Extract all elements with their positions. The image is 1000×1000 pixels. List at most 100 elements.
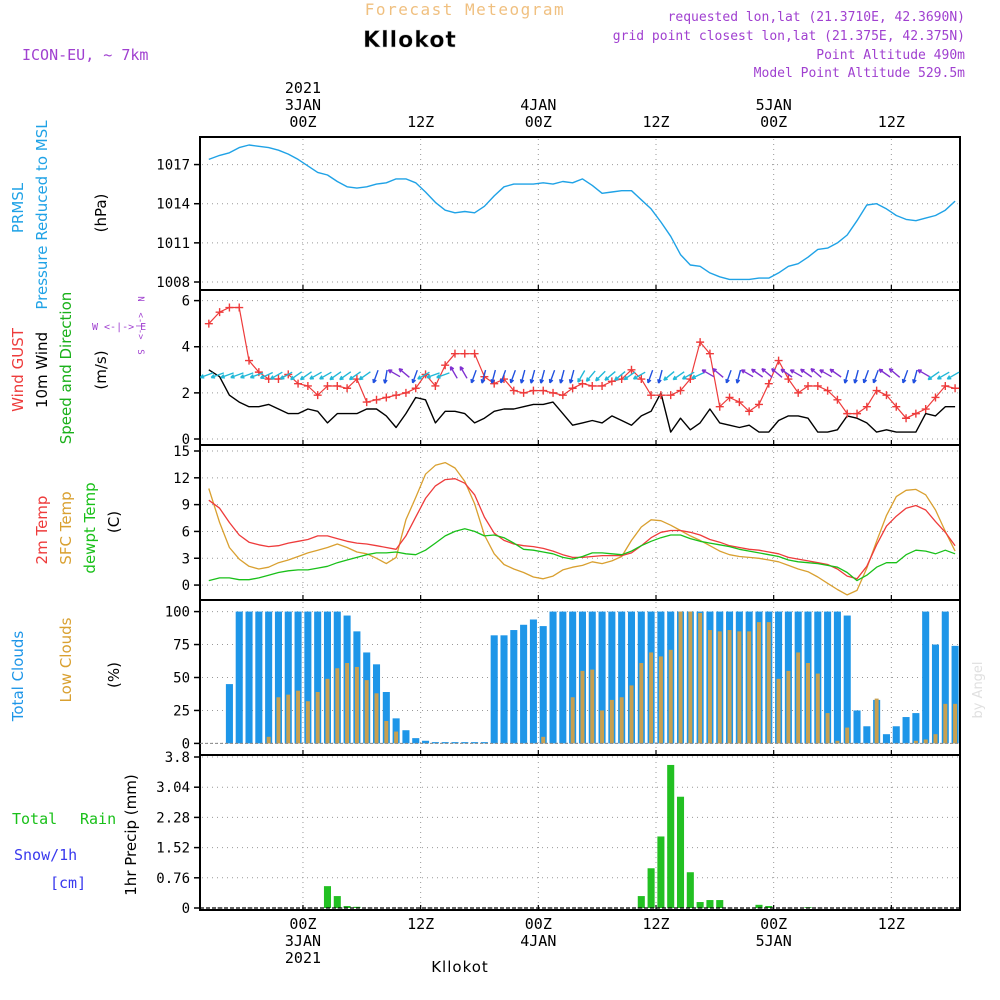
low-cloud-bar <box>345 663 350 744</box>
gust-marker <box>745 407 754 416</box>
gust-marker <box>303 381 312 390</box>
low-cloud-bar <box>541 736 546 744</box>
wind-direction-arrow <box>299 371 312 381</box>
low-cloud-bar <box>296 690 301 744</box>
total-cloud-bar <box>382 692 390 744</box>
gust-marker <box>921 405 930 414</box>
total-cloud-bar <box>451 742 459 744</box>
gust-marker <box>892 402 901 411</box>
gust-marker <box>382 393 391 402</box>
ytick-label: 1008 <box>156 275 190 291</box>
rain-bar <box>323 886 332 908</box>
top-time-label: 12Z <box>407 113 434 131</box>
total-cloud-bar <box>892 726 900 744</box>
wind-direction-arrow <box>595 370 606 382</box>
gridlines <box>202 139 958 909</box>
wind10m-label: 10m Wind <box>33 332 51 408</box>
gust-marker <box>519 388 528 397</box>
prmsl-label: PRMSL <box>9 182 27 233</box>
wind-direction-arrow <box>329 371 342 381</box>
wind-direction-arrow <box>735 369 742 384</box>
wind-direction-arrow <box>740 369 754 378</box>
low-cloud-bar <box>276 697 281 744</box>
low-cloud-bar <box>649 652 654 744</box>
low-cloud-bar <box>806 663 810 744</box>
gust-marker <box>460 349 469 358</box>
wind-direction-arrow <box>927 371 940 381</box>
gust-marker <box>450 349 459 358</box>
low-cloud-bar <box>619 697 624 744</box>
wind-direction-arrow <box>220 372 234 379</box>
ytick-label: 1.52 <box>156 841 190 857</box>
wind-direction-arrow <box>230 372 244 379</box>
rain-bar <box>657 836 665 908</box>
precip-axis-label: 1hr Precip (mm) <box>122 774 140 895</box>
wind-gust-line <box>208 306 956 419</box>
low-cloud-bar <box>590 669 595 744</box>
wind-speed-line <box>208 369 956 433</box>
wind-direction-arrow <box>862 369 870 384</box>
gust-marker <box>578 379 587 388</box>
wind-direction-arrow <box>771 367 783 378</box>
top-time-label: 00Z <box>525 113 552 131</box>
low-cloud-bar <box>796 652 801 744</box>
wind-direction-arrow <box>691 371 705 379</box>
bottom-time-label: 4JAN <box>520 932 556 950</box>
rain-bar <box>696 902 704 908</box>
total-cloud-bar <box>284 611 292 744</box>
low-cloud-bar <box>570 697 575 744</box>
gust-marker <box>470 349 479 358</box>
gust-marker <box>666 391 675 400</box>
low-cloud-bar <box>639 663 644 744</box>
total-cloud-label: Total Clouds <box>9 631 27 723</box>
wind-direction-arrow <box>309 371 322 380</box>
gust-marker <box>607 377 616 386</box>
ytick-label: 3.04 <box>156 780 190 796</box>
wind-direction-arrow <box>529 369 536 384</box>
wind-direction-arrow <box>387 369 401 378</box>
wind-direction-arrow <box>789 369 803 378</box>
low-cloud-bar <box>943 703 948 744</box>
ytick-label: 2 <box>182 386 190 402</box>
gust-marker <box>392 391 401 400</box>
low-cloud-bar <box>923 739 928 744</box>
total-cloud-bar <box>824 611 832 744</box>
gust-marker <box>637 375 646 384</box>
low-cloud-bar <box>727 630 732 744</box>
precip-labels: Total Rain Snow/1h [cm] 1hr Precip (mm) <box>12 774 140 895</box>
low-cloud-bar <box>766 622 771 744</box>
wind-direction-arrow <box>853 369 859 384</box>
ytick-label: 0 <box>182 432 190 448</box>
low-cloud-bar <box>325 678 330 744</box>
wind-direction-arrow <box>358 371 371 381</box>
wind-direction-arrow <box>888 367 901 378</box>
low-cloud-bar <box>315 692 320 744</box>
gust-marker <box>215 308 224 317</box>
gust-marker <box>833 395 842 404</box>
total-cloud-bar <box>500 635 508 744</box>
rain-bar <box>716 900 724 908</box>
ytick-label: 100 <box>165 605 190 621</box>
pressure-line <box>208 144 956 281</box>
wind-direction-arrow <box>270 371 283 380</box>
t2m-line <box>208 478 956 580</box>
gust-marker <box>529 386 538 395</box>
gust-marker <box>362 398 371 407</box>
gust-marker <box>843 409 852 418</box>
gust-marker <box>774 356 783 365</box>
bottom-time-label: 3JAN <box>285 932 321 950</box>
gust-marker <box>784 375 793 384</box>
rain-bar <box>667 764 675 908</box>
wind-direction-arrow <box>480 369 487 384</box>
gust-marker <box>568 384 577 393</box>
cloud-labels: Total Clouds Low Clouds (%) <box>9 617 123 722</box>
bottom-time-label: 00Z <box>760 915 787 933</box>
low-cloud-bar <box>776 678 781 744</box>
wind-direction-arrow <box>490 369 497 384</box>
low-cloud-bar <box>815 673 820 744</box>
top-time-label: 12Z <box>878 113 905 131</box>
ytick-label: 0 <box>182 578 190 594</box>
total-cloud-bar <box>490 635 498 744</box>
gust-marker <box>558 391 567 400</box>
dewpt-label: dewpt Temp <box>81 482 99 573</box>
